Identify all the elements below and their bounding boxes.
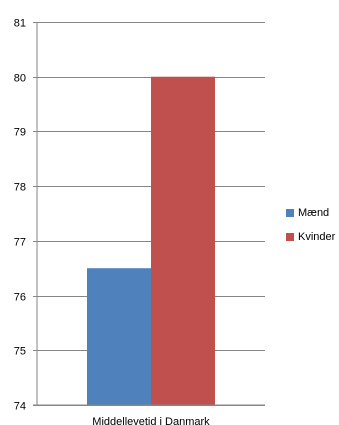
y-axis-tick-labels: 74 75 76 77 78 79 80 81: [14, 18, 26, 413]
legend-label: Mænd: [298, 206, 330, 219]
legend-label: Kvinder: [298, 230, 336, 243]
legend-item-maend: Mænd: [286, 204, 335, 221]
y-tick-label: 77: [14, 237, 26, 249]
bar-kvinder: [151, 76, 215, 405]
legend: Mænd Kvinder: [286, 204, 335, 252]
x-category-label: Middellevetid i Danmark: [92, 416, 210, 425]
y-tick-label: 81: [14, 18, 26, 30]
y-tick-label: 79: [14, 127, 26, 139]
legend-swatch: [286, 208, 294, 217]
y-tick-label: 80: [14, 73, 26, 85]
legend-item-kvinder: Kvinder: [286, 228, 335, 245]
bar-maend: [87, 268, 151, 405]
y-tick-label: 75: [14, 346, 26, 358]
y-tick-label: 74: [14, 401, 26, 413]
bars: [87, 76, 215, 405]
legend-swatch: [286, 232, 294, 241]
y-tick-label: 78: [14, 182, 26, 194]
y-tick-label: 76: [14, 292, 26, 304]
